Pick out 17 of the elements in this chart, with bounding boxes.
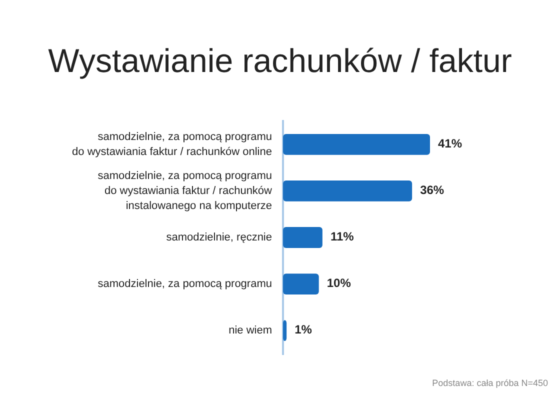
data-label: 10% — [326, 276, 352, 290]
chart-title: Wystawianie rachunków / faktur — [48, 42, 512, 79]
data-label: 41% — [438, 136, 462, 151]
bar — [283, 227, 322, 248]
bar — [283, 180, 412, 202]
data-label: 36% — [420, 183, 444, 198]
y-tick-label: samodzielnie, za pomocą programu — [98, 278, 272, 290]
y-tick-label: samodzielnie, za pomocą programu do wystawiania faktur / rachunków instalowanego na komputerze — [98, 170, 272, 212]
bar — [283, 134, 430, 155]
bar — [283, 320, 287, 342]
y-tick-label: samodzielnie, za pomocą programu do wystawiania faktur / rachunków online — [72, 130, 272, 158]
bar — [283, 274, 319, 295]
y-tick-label: samodzielnie, ręcznie — [166, 231, 272, 244]
text: Podstawa: cała próba N=450 — [432, 378, 548, 388]
data-label: 1% — [294, 322, 312, 337]
data-label: 11% — [330, 230, 354, 244]
y-tick-label: nie wiem — [228, 324, 272, 336]
